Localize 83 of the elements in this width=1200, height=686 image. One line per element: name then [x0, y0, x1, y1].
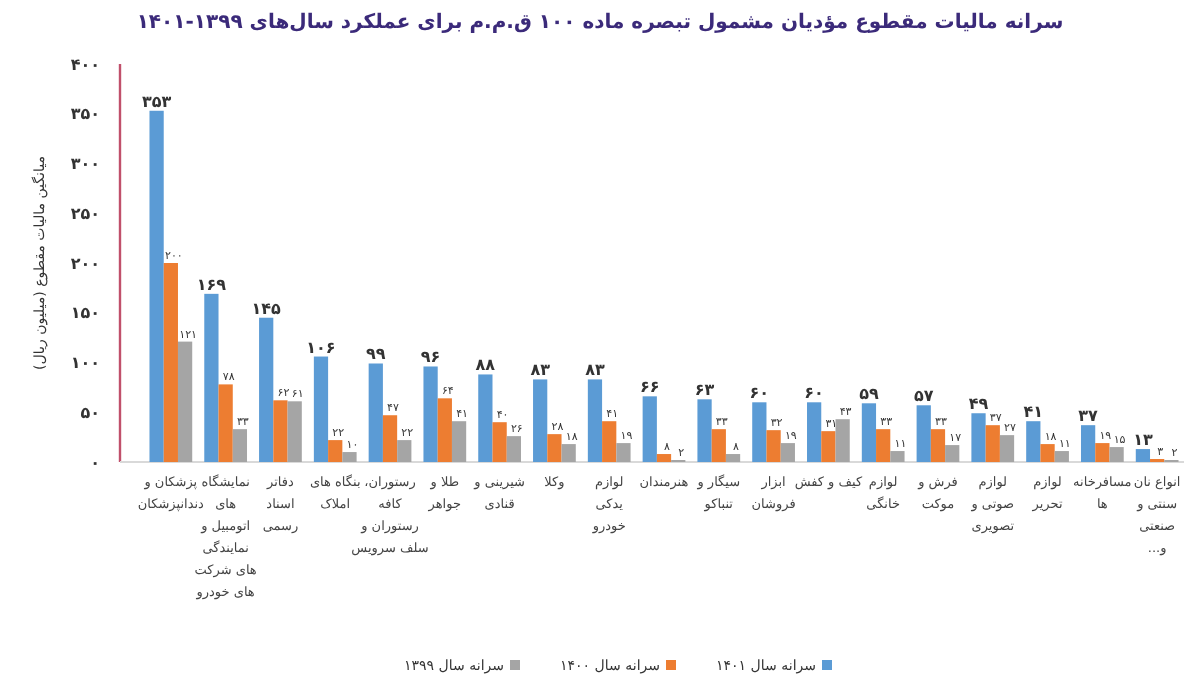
data-label: ۵۹: [859, 385, 879, 404]
bar: [478, 374, 493, 462]
bar: [807, 402, 822, 462]
y-tick-label: ۳۰۰: [70, 155, 100, 174]
bar: [642, 396, 657, 462]
data-label: ۸۸: [475, 356, 496, 375]
data-label: ۱۴۵: [251, 299, 282, 318]
bar: [890, 451, 905, 462]
data-label: ۱۳: [1133, 431, 1153, 450]
data-label: ۶۰: [804, 384, 824, 403]
bar: [602, 421, 617, 462]
bar: [780, 443, 795, 462]
bar: [382, 415, 398, 462]
bar: [397, 440, 412, 462]
bar: [616, 443, 631, 462]
bar: [985, 425, 1000, 462]
data-label: ۶۶: [639, 378, 660, 397]
data-label: ۴۱: [1023, 403, 1044, 422]
bar: [1054, 451, 1069, 462]
bar: [204, 293, 219, 462]
bar: [287, 401, 302, 462]
bar: [999, 435, 1015, 462]
bar: [423, 366, 438, 462]
bar: [492, 422, 507, 462]
data-label: ۱۶۹: [196, 275, 227, 294]
bar: [1026, 421, 1041, 462]
bar: [177, 341, 193, 462]
y-tick-label: ۱۵۰: [70, 304, 100, 323]
bar: [1040, 444, 1055, 462]
y-tick-label: ۵۰: [80, 403, 100, 422]
data-label: ۳۷: [1078, 407, 1099, 426]
bar: [876, 429, 891, 462]
bar: [149, 110, 164, 462]
bar: [656, 454, 672, 462]
bar: [1109, 447, 1124, 462]
bar: [232, 429, 248, 462]
data-label: ۸۳: [585, 361, 605, 380]
bar: [273, 400, 288, 462]
bar: [725, 454, 741, 462]
bar: [587, 379, 603, 462]
bar: [916, 405, 931, 462]
bar: [861, 403, 877, 462]
bar: [163, 263, 178, 462]
bar: [697, 399, 712, 462]
bar: [766, 430, 781, 462]
data-label: ۱۰۶: [306, 338, 336, 357]
bar: [821, 431, 836, 462]
y-tick-label: ۱۰۰: [70, 354, 100, 373]
bar: [945, 445, 960, 462]
bar: [437, 398, 452, 462]
bar: [1095, 443, 1110, 462]
bar: [259, 317, 274, 462]
bar: [752, 402, 767, 462]
data-label: ۹۹: [366, 345, 386, 364]
chart-title: سرانه مالیات مقطوع مؤدیان مشمول تبصره ماده ۱۰۰ ق.م.م برای عملکرد سال‌های ۱۳۹۹-۱۴۰۱: [136, 12, 1064, 34]
bar: [451, 421, 467, 462]
bar: [1080, 425, 1096, 462]
y-tick-label: ۲۵۰: [70, 204, 100, 223]
bar: [711, 429, 726, 462]
bar: [218, 384, 233, 462]
data-label: ۸۳: [530, 361, 551, 380]
data-label: ۵۷: [913, 387, 934, 406]
bar: [368, 363, 383, 462]
bar: [1135, 449, 1151, 462]
bar: [547, 434, 562, 462]
bar: [313, 356, 329, 462]
bar: [971, 413, 986, 462]
bar: [328, 440, 343, 462]
data-label: ۹۶: [420, 348, 441, 367]
data-label: ۶۰: [749, 384, 770, 403]
y-tick-label: ۳۵۰: [70, 105, 100, 124]
y-tick-label: ۴۰۰: [70, 55, 100, 74]
bar: [506, 436, 521, 462]
data-label: ۴۹: [968, 395, 989, 414]
data-label: ۶۳: [694, 381, 715, 400]
bar: [930, 429, 946, 462]
bar: [342, 452, 357, 462]
y-tick-label: ۲۰۰: [70, 254, 100, 273]
bar: [533, 379, 548, 462]
bar: [835, 419, 850, 462]
y-tick-label: ۰: [90, 453, 100, 472]
data-label: ۳۵۳: [141, 92, 172, 111]
bar: [561, 444, 576, 462]
